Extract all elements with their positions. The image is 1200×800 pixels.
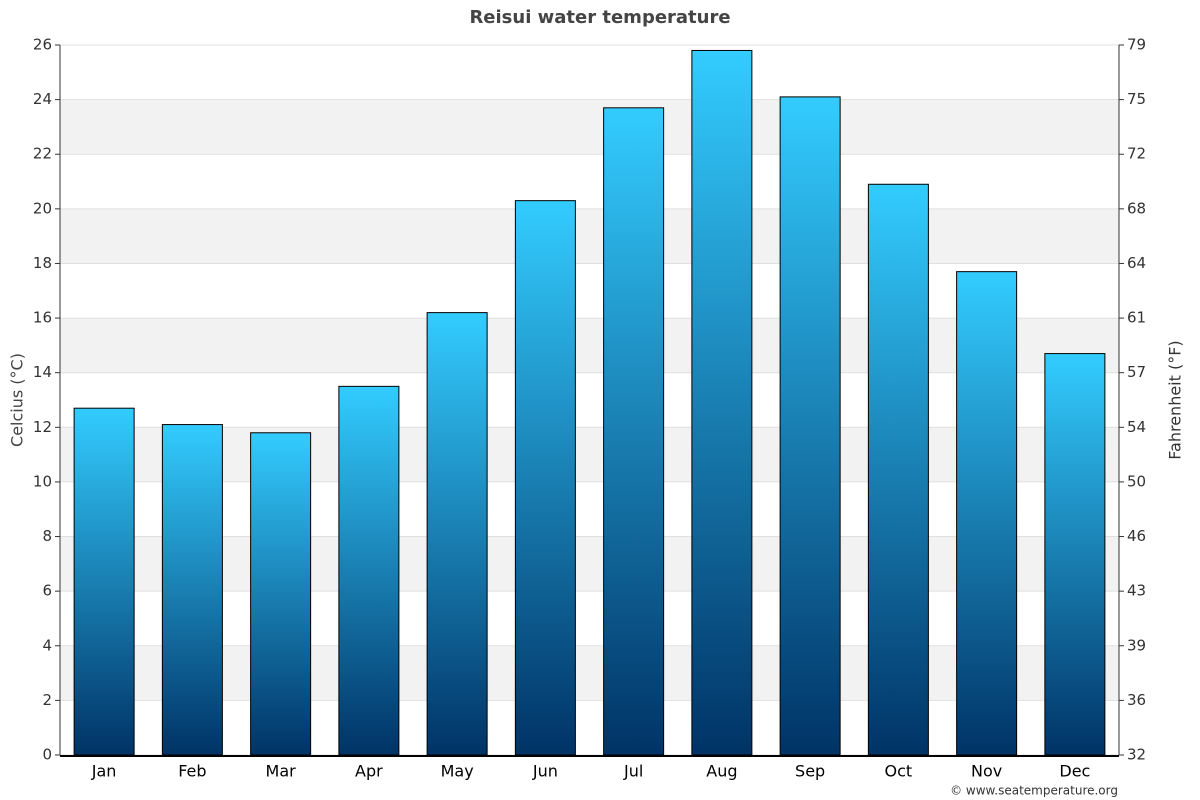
bar [691,49,753,756]
y-tick-label: 4 [42,636,52,654]
y2-tick-label: 72 [1127,145,1146,163]
bar [867,183,929,756]
grid-band [60,318,1119,373]
y-axis-label: Celcius (°C) [8,353,27,447]
y2-tick-label: 54 [1127,418,1146,436]
bar [250,432,312,756]
grid-band [60,427,1119,482]
bar [338,385,400,756]
y-tick-label: 10 [33,472,52,490]
grid-band [60,645,1119,701]
x-tick-label: Jun [532,762,558,781]
bar [779,96,841,756]
y2-tick-label: 39 [1127,636,1146,654]
grid-band [60,99,1119,155]
bar [956,271,1018,756]
y2-tick-label: 75 [1127,90,1146,108]
y2-tick-label: 43 [1127,582,1146,600]
y-tick-label: 2 [42,691,52,709]
y2-axis-label: Fahrenheit (°F) [1166,340,1185,459]
y-tick-label: 14 [33,363,52,381]
bar [514,200,576,756]
y2-tick-label: 79 [1127,36,1146,54]
x-tick-label: Oct [885,762,913,781]
y-tick-label: 20 [33,199,52,217]
y-tick-label: 8 [42,527,52,545]
y-tick-label: 18 [33,254,52,272]
x-tick-label: Mar [266,762,297,781]
y2-tick-label: 32 [1127,746,1146,764]
y-tick-label: 6 [42,582,52,600]
bar [161,424,223,756]
grid-band [60,536,1119,592]
y2-tick-label: 36 [1127,691,1146,709]
y-tick-label: 0 [42,746,52,764]
x-tick-label: Feb [178,762,206,781]
chart-title: Reisui water temperature [469,7,730,28]
y2-tick-label: 61 [1127,309,1146,327]
x-tick-label: May [441,762,474,781]
x-tick-label: Jan [91,762,117,781]
y2-tick-label: 46 [1127,527,1146,545]
y2-tick-label: 50 [1127,472,1146,490]
y2-tick-label: 68 [1127,199,1146,217]
x-tick-label: Jul [623,762,643,781]
bar [603,107,665,756]
x-tick-label: Dec [1059,762,1090,781]
y-tick-label: 16 [33,309,52,327]
bar [426,312,488,756]
x-tick-label: Sep [795,762,825,781]
y-tick-label: 26 [33,36,52,54]
x-tick-label: Apr [355,762,383,781]
y-tick-label: 12 [33,418,52,436]
bar [73,407,135,756]
y2-tick-label: 57 [1127,363,1146,381]
y-tick-label: 24 [33,90,52,108]
credit: © www.seatemperature.org [950,784,1118,798]
bar [1044,353,1106,756]
x-tick-label: Aug [706,762,737,781]
y-tick-label: 22 [33,145,52,163]
grid-band [60,208,1119,264]
y2-tick-label: 64 [1127,254,1146,272]
x-tick-label: Nov [971,762,1002,781]
